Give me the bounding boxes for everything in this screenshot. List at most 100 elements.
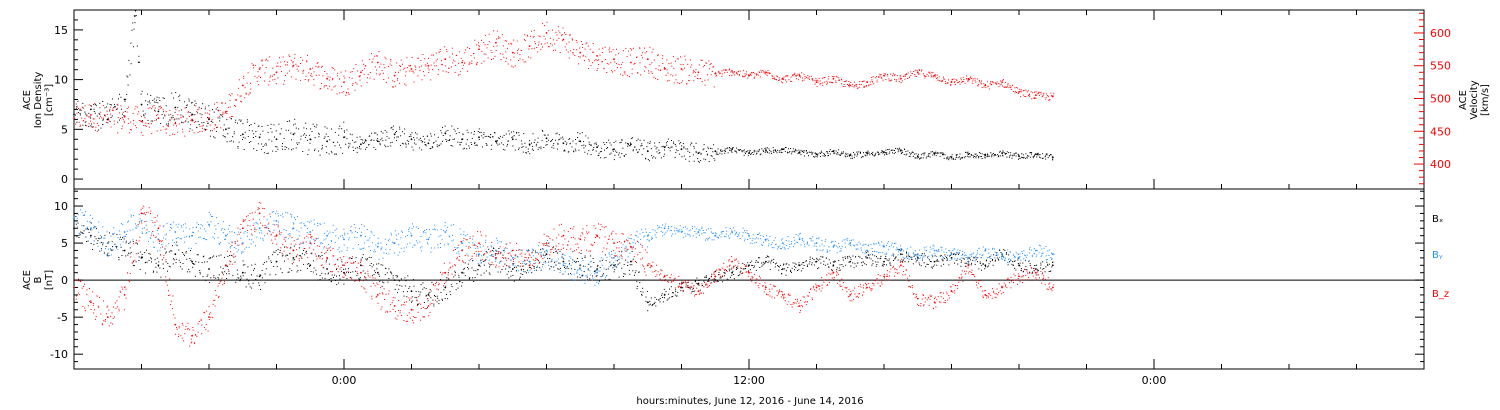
density-sample xyxy=(356,136,358,138)
density-sample xyxy=(424,138,426,140)
by-sample xyxy=(238,249,239,251)
velocity-tick-label: 450 xyxy=(1430,125,1451,138)
density-sample xyxy=(451,145,453,147)
by-point xyxy=(883,245,885,248)
velocity-sample xyxy=(585,56,587,58)
bx-sample xyxy=(631,264,633,266)
by-sample xyxy=(175,244,177,246)
velocity-sample xyxy=(88,104,90,106)
bx-sample xyxy=(906,252,907,254)
bx-sample xyxy=(604,279,606,281)
bx-sample xyxy=(726,270,727,271)
by-sample xyxy=(436,229,438,231)
density-sample xyxy=(792,150,794,152)
density-sample xyxy=(78,112,80,113)
velocity-sample xyxy=(312,67,314,69)
bx-sample xyxy=(85,236,87,238)
velocity-sample xyxy=(85,121,87,123)
velocity-sample xyxy=(235,99,237,101)
density-sample xyxy=(588,150,590,152)
velocity-sample xyxy=(78,108,79,109)
density-sample xyxy=(191,102,192,104)
by-sample xyxy=(277,215,279,217)
velocity-sample xyxy=(845,80,847,82)
by-sample xyxy=(388,253,390,255)
density-sample xyxy=(454,130,456,132)
bx-sample xyxy=(646,291,648,292)
density-sample xyxy=(764,148,766,150)
bx-sample xyxy=(378,273,380,275)
bx-sample xyxy=(116,234,118,236)
bx-sample xyxy=(205,279,207,281)
bx-sample xyxy=(436,301,438,303)
velocity-sample xyxy=(1024,95,1026,97)
by-sample xyxy=(426,242,428,244)
density-sample xyxy=(937,153,939,155)
velocity-sample xyxy=(415,69,417,71)
density-sample xyxy=(76,105,78,107)
velocity-sample xyxy=(587,45,589,47)
bx-sample xyxy=(108,241,110,243)
bx-sample xyxy=(130,251,132,253)
velocity-sample xyxy=(772,76,774,78)
density-sample xyxy=(159,100,161,101)
density-sample xyxy=(474,144,476,146)
by-sample xyxy=(197,224,199,225)
density-sample xyxy=(201,114,203,116)
bx-sample xyxy=(261,270,263,271)
velocity-sample xyxy=(748,75,750,77)
bx-sample xyxy=(118,259,120,261)
velocity-sample xyxy=(528,56,529,58)
bx-sample xyxy=(872,260,874,262)
bx-sample xyxy=(672,292,674,294)
density-sample xyxy=(1017,153,1019,155)
density-sample xyxy=(886,152,888,154)
bx-sample xyxy=(597,264,599,266)
bx-sample xyxy=(979,262,981,264)
bx-sample xyxy=(178,259,180,261)
bx-sample xyxy=(567,268,569,270)
velocity-sample xyxy=(828,76,830,78)
velocity-sample xyxy=(804,76,806,77)
bx-sample xyxy=(802,268,804,269)
density-sample xyxy=(1008,152,1010,154)
by-sample xyxy=(320,223,322,225)
velocity-sample xyxy=(324,85,326,87)
density-sample xyxy=(266,153,268,154)
velocity-sample xyxy=(369,59,371,61)
velocity-sample xyxy=(925,76,927,77)
velocity-sample xyxy=(938,80,940,82)
density-sample xyxy=(526,152,527,154)
bx-sample xyxy=(530,267,532,269)
by-sample xyxy=(105,254,107,256)
by-sample xyxy=(217,237,219,239)
bx-sample xyxy=(145,272,146,274)
velocity-sample xyxy=(269,56,271,58)
bx-sample xyxy=(312,271,314,273)
density-sample xyxy=(326,127,328,129)
by-sample xyxy=(463,231,465,233)
density-sample xyxy=(82,102,84,104)
velocity-sample xyxy=(1027,90,1029,92)
bx-sample xyxy=(763,263,765,265)
by-sample xyxy=(294,219,296,221)
bx-sample xyxy=(813,264,815,266)
bx-sample xyxy=(638,271,640,273)
density-sample xyxy=(330,151,332,153)
by-sample xyxy=(245,246,247,248)
by-sample xyxy=(152,241,154,243)
velocity-sample xyxy=(444,46,446,48)
density-sample xyxy=(132,46,134,48)
bx-sample xyxy=(533,267,535,269)
density-sample xyxy=(491,136,493,138)
density-sample xyxy=(776,152,778,154)
velocity-sample xyxy=(95,129,96,131)
velocity-point xyxy=(90,114,92,116)
density-sample xyxy=(469,147,471,149)
velocity-sample xyxy=(169,134,171,136)
bx-sample xyxy=(102,244,104,246)
density-sample xyxy=(843,151,844,153)
density-sample xyxy=(497,144,499,146)
bx-sample xyxy=(570,268,572,270)
velocity-sample xyxy=(615,63,617,65)
